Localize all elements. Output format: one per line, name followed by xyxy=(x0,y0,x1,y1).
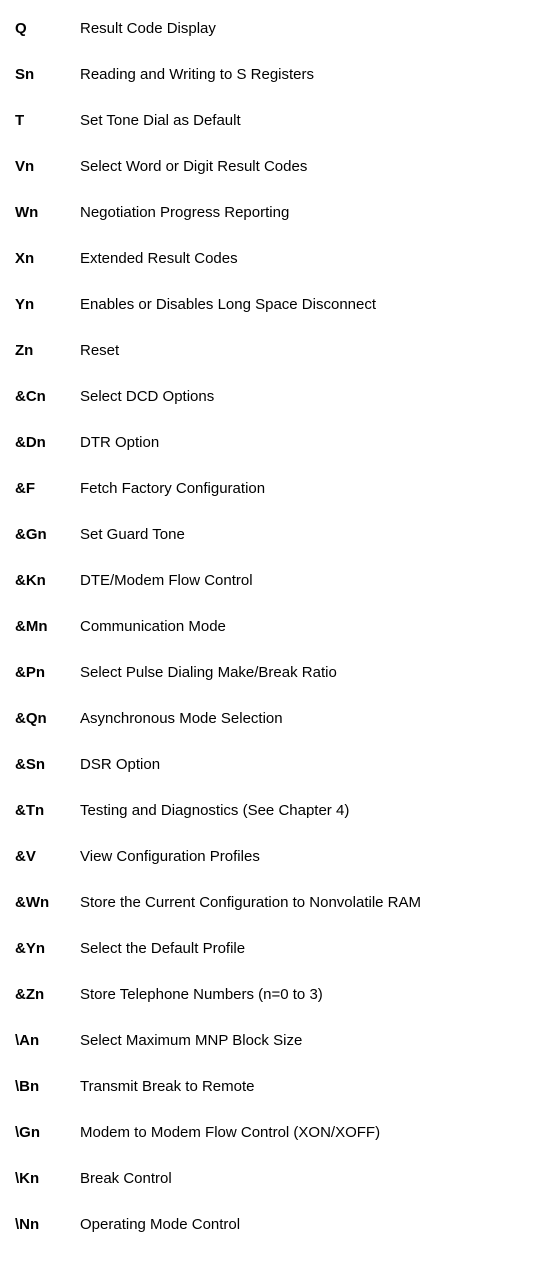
command-row: YnEnables or Disables Long Space Disconn… xyxy=(15,296,530,313)
command-code: Sn xyxy=(15,66,80,83)
command-code: &V xyxy=(15,848,80,865)
command-row: &MnCommunication Mode xyxy=(15,618,530,635)
command-code: Yn xyxy=(15,296,80,313)
command-code: Q xyxy=(15,20,80,37)
command-description: Reset xyxy=(80,342,530,359)
command-description: Extended Result Codes xyxy=(80,250,530,267)
command-row: &GnSet Guard Tone xyxy=(15,526,530,543)
command-description: Select DCD Options xyxy=(80,388,530,405)
command-code: &F xyxy=(15,480,80,497)
command-code: \Gn xyxy=(15,1124,80,1141)
command-row: &VView Configuration Profiles xyxy=(15,848,530,865)
command-row: \NnOperating Mode Control xyxy=(15,1216,530,1233)
command-row: &PnSelect Pulse Dialing Make/Break Ratio xyxy=(15,664,530,681)
command-code: \Bn xyxy=(15,1078,80,1095)
command-description: Store Telephone Numbers (n=0 to 3) xyxy=(80,986,530,1003)
command-description: Testing and Diagnostics (See Chapter 4) xyxy=(80,802,530,819)
command-row: SnReading and Writing to S Registers xyxy=(15,66,530,83)
command-code: &Sn xyxy=(15,756,80,773)
command-code: &Dn xyxy=(15,434,80,451)
command-row: WnNegotiation Progress Reporting xyxy=(15,204,530,221)
command-code: &Mn xyxy=(15,618,80,635)
command-description: Transmit Break to Remote xyxy=(80,1078,530,1095)
command-code: &Yn xyxy=(15,940,80,957)
command-description: Enables or Disables Long Space Disconnec… xyxy=(80,296,530,313)
command-code: &Cn xyxy=(15,388,80,405)
command-row: \AnSelect Maximum MNP Block Size xyxy=(15,1032,530,1049)
command-description: Select Pulse Dialing Make/Break Ratio xyxy=(80,664,530,681)
command-description: Reading and Writing to S Registers xyxy=(80,66,530,83)
command-row: &YnSelect the Default Profile xyxy=(15,940,530,957)
command-code: &Zn xyxy=(15,986,80,1003)
command-code: &Kn xyxy=(15,572,80,589)
command-code: &Wn xyxy=(15,894,80,911)
command-description: Store the Current Configuration to Nonvo… xyxy=(80,894,530,911)
command-code: &Pn xyxy=(15,664,80,681)
command-description: Modem to Modem Flow Control (XON/XOFF) xyxy=(80,1124,530,1141)
command-description: Select Maximum MNP Block Size xyxy=(80,1032,530,1049)
command-description: Operating Mode Control xyxy=(80,1216,530,1233)
command-code: Vn xyxy=(15,158,80,175)
command-description: Select the Default Profile xyxy=(80,940,530,957)
command-row: &WnStore the Current Configuration to No… xyxy=(15,894,530,911)
command-description: Break Control xyxy=(80,1170,530,1187)
command-list: QResult Code Display SnReading and Writin… xyxy=(15,20,530,1233)
command-row: &DnDTR Option xyxy=(15,434,530,451)
command-row: \KnBreak Control xyxy=(15,1170,530,1187)
command-description: Asynchronous Mode Selection xyxy=(80,710,530,727)
command-code: \An xyxy=(15,1032,80,1049)
command-description: DTE/Modem Flow Control xyxy=(80,572,530,589)
command-code: Zn xyxy=(15,342,80,359)
command-description: Result Code Display xyxy=(80,20,530,37)
command-row: TSet Tone Dial as Default xyxy=(15,112,530,129)
command-code: &Qn xyxy=(15,710,80,727)
command-code: T xyxy=(15,112,80,129)
command-description: Communication Mode xyxy=(80,618,530,635)
command-code: &Tn xyxy=(15,802,80,819)
command-row: &TnTesting and Diagnostics (See Chapter … xyxy=(15,802,530,819)
command-row: \BnTransmit Break to Remote xyxy=(15,1078,530,1095)
command-row: &ZnStore Telephone Numbers (n=0 to 3) xyxy=(15,986,530,1003)
command-description: Select Word or Digit Result Codes xyxy=(80,158,530,175)
command-code: &Gn xyxy=(15,526,80,543)
command-code: \Nn xyxy=(15,1216,80,1233)
command-description: Fetch Factory Configuration xyxy=(80,480,530,497)
command-description: Negotiation Progress Reporting xyxy=(80,204,530,221)
command-description: Set Guard Tone xyxy=(80,526,530,543)
command-row: QResult Code Display xyxy=(15,20,530,37)
command-row: &SnDSR Option xyxy=(15,756,530,773)
command-row: &FFetch Factory Configuration xyxy=(15,480,530,497)
command-code: \Kn xyxy=(15,1170,80,1187)
command-description: DTR Option xyxy=(80,434,530,451)
command-description: DSR Option xyxy=(80,756,530,773)
command-code: Wn xyxy=(15,204,80,221)
command-description: Set Tone Dial as Default xyxy=(80,112,530,129)
command-row: ZnReset xyxy=(15,342,530,359)
command-row: &KnDTE/Modem Flow Control xyxy=(15,572,530,589)
command-code: Xn xyxy=(15,250,80,267)
command-description: View Configuration Profiles xyxy=(80,848,530,865)
command-row: &CnSelect DCD Options xyxy=(15,388,530,405)
command-row: &QnAsynchronous Mode Selection xyxy=(15,710,530,727)
command-row: \GnModem to Modem Flow Control (XON/XOFF… xyxy=(15,1124,530,1141)
command-row: VnSelect Word or Digit Result Codes xyxy=(15,158,530,175)
command-row: XnExtended Result Codes xyxy=(15,250,530,267)
